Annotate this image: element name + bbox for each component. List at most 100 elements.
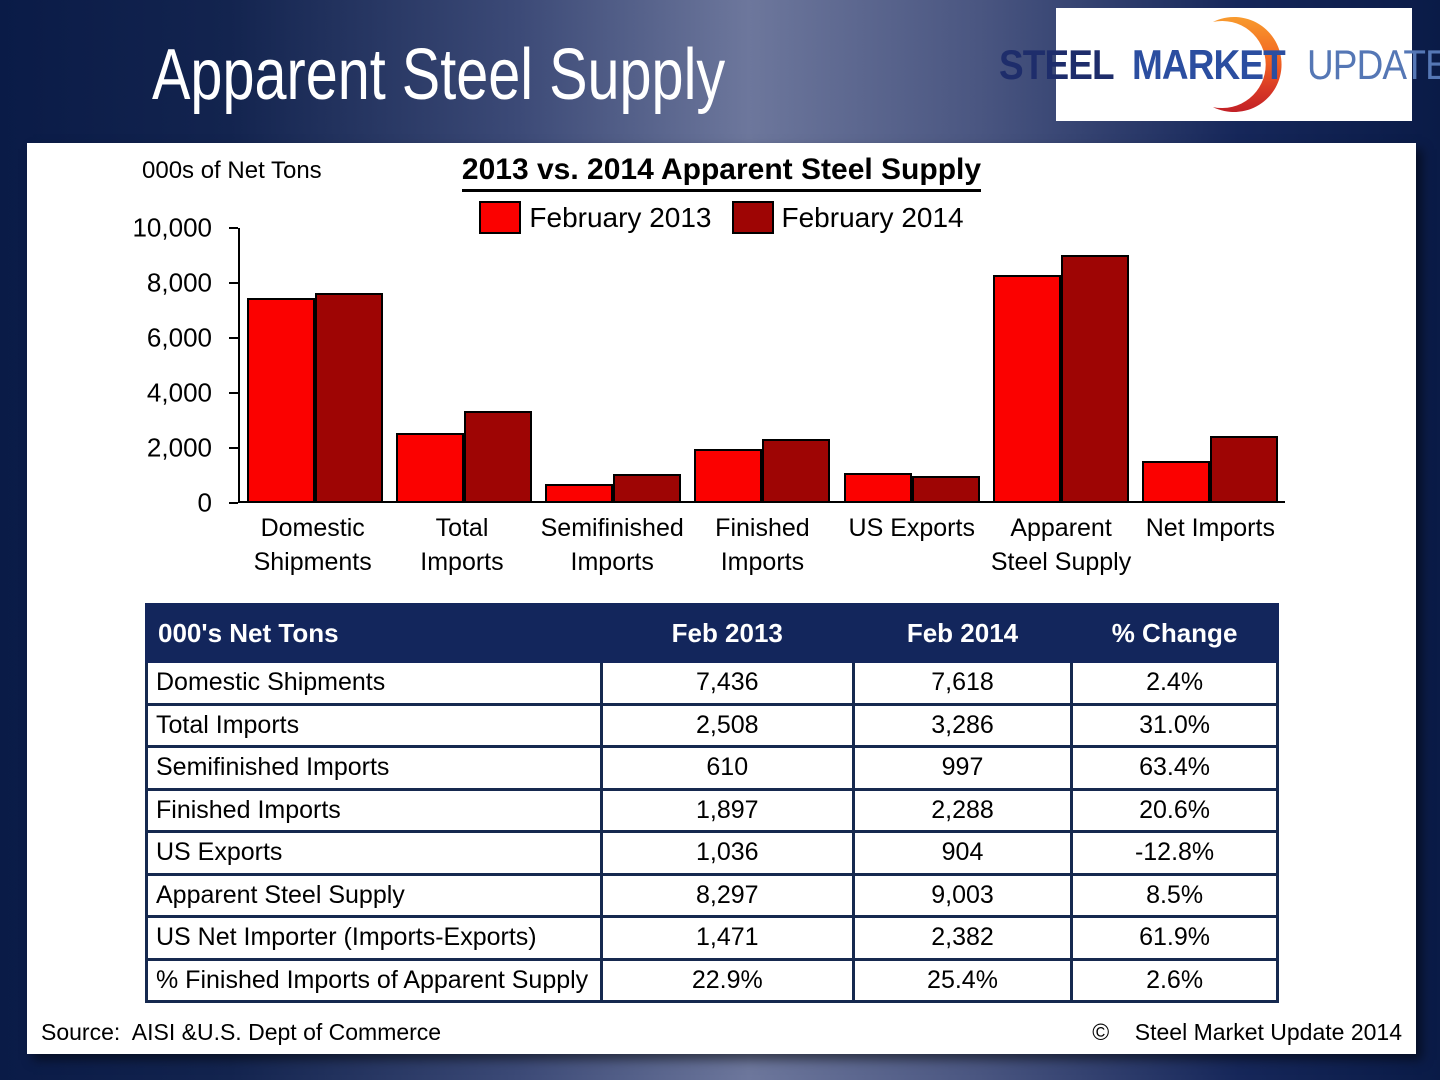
bar-february-2013-4 <box>694 449 763 501</box>
table-header-cell-3: Feb 2014 <box>851 603 1074 663</box>
table-cell-2-4: 31.0% <box>1070 702 1279 748</box>
bar-february-2013-2 <box>395 432 464 501</box>
chart-title-wrap: 2013 vs. 2014 Apparent Steel Supply <box>27 153 1416 192</box>
content-panel: 000s of Net Tons 2013 vs. 2014 Apparent … <box>27 143 1416 1054</box>
table-cell-1-3: 7,618 <box>851 660 1074 706</box>
crescent-icon <box>1212 16 1282 113</box>
y-tick-label-2000: 2,000 <box>146 432 212 463</box>
logo-text: STEEL MARKET UPDATE <box>999 41 1440 89</box>
table-cell-4-4: 20.6% <box>1070 787 1279 833</box>
table-cell-3-1: Semifinished Imports <box>145 745 603 791</box>
chart-legend: February 2013 February 2014 <box>27 201 1416 234</box>
table-cell-5-1: US Exports <box>145 830 603 876</box>
y-tick-label-6000: 6,000 <box>146 322 212 353</box>
chart-units-label: 000s of Net Tons <box>142 157 322 184</box>
table-cell-7-2: 1,471 <box>599 915 855 961</box>
bar-group-6 <box>986 228 1135 501</box>
x-axis-label-1: Domestic Shipments <box>253 514 372 576</box>
table-cell-4-1: Finished Imports <box>145 787 603 833</box>
table-cell-1-2: 7,436 <box>599 660 855 706</box>
bar-chart-plot-area <box>238 228 1285 503</box>
x-axis-label-6: Apparent Steel Supply <box>990 514 1132 576</box>
legend-label-1: February 2013 <box>529 201 712 233</box>
legend-item-2: February 2014 <box>731 201 964 234</box>
bar-group-1 <box>240 228 389 501</box>
legend-label-2: February 2014 <box>781 201 964 233</box>
slide-footer: Source: AISI &U.S. Dept of Commerce © St… <box>41 1019 1402 1046</box>
x-axis-label-3: Semifinished Imports <box>540 514 684 576</box>
bar-february-2014-2 <box>463 411 532 501</box>
table-cell-5-3: 904 <box>851 830 1074 876</box>
x-axis-label-2: Total Imports <box>420 514 504 576</box>
table-row-7: US Net Importer (Imports-Exports) 1,471 2,… <box>145 915 1279 961</box>
legend-swatch-2 <box>731 201 774 234</box>
bar-february-2013-7 <box>1142 460 1211 501</box>
y-tick-mark-4000 <box>229 392 238 394</box>
table-row-6: Apparent Steel Supply 8,297 9,003 8.5% <box>145 872 1279 918</box>
table-cell-5-4: -12.8% <box>1070 830 1279 876</box>
bar-february-2014-3 <box>613 473 682 501</box>
bar-group-5 <box>837 228 986 501</box>
bar-february-2013-1 <box>246 298 315 501</box>
table-cell-2-1: Total Imports <box>145 702 603 748</box>
bar-february-2014-7 <box>1210 435 1279 501</box>
bar-group-2 <box>389 228 538 501</box>
legend-item-1: February 2013 <box>479 201 712 234</box>
table-cell-4-3: 2,288 <box>851 787 1074 833</box>
x-axis-label-4: Finished Imports <box>715 514 810 576</box>
bar-february-2014-5 <box>911 476 980 501</box>
steel-supply-table: 000's Net Tons Feb 2013 Feb 2014% Change D… <box>145 603 1279 1003</box>
page-title: Apparent Steel Supply <box>152 35 726 115</box>
table-cell-2-3: 3,286 <box>851 702 1074 748</box>
table-cell-8-1: % Finished Imports of Apparent Supply <box>145 957 603 1003</box>
table-row-8: % Finished Imports of Apparent Supply 22.… <box>145 957 1279 1003</box>
steel-market-update-logo: STEEL MARKET UPDATE <box>999 8 1440 121</box>
y-tick-mark-0 <box>229 502 238 504</box>
y-tick-mark-8000 <box>229 282 238 284</box>
x-axis-labels: Domestic Shipments Total Imports Semifinis… <box>238 512 1285 580</box>
table-cell-6-1: Apparent Steel Supply <box>145 872 603 918</box>
y-tick-label-10000: 10,000 <box>132 212 212 243</box>
table-header-cell-2: Feb 2013 <box>599 603 855 663</box>
legend-swatch-1 <box>479 201 522 234</box>
table-cell-1-1: Domestic Shipments <box>145 660 603 706</box>
bar-february-2014-1 <box>314 293 383 501</box>
bar-group-7 <box>1136 228 1285 501</box>
table-cell-3-3: 997 <box>851 745 1074 791</box>
x-axis-label-5: US Exports <box>848 514 975 542</box>
table-cell-7-4: 61.9% <box>1070 915 1279 961</box>
table-cell-6-2: 8,297 <box>599 872 855 918</box>
bar-february-2014-6 <box>1061 255 1130 501</box>
table-cell-6-4: 8.5% <box>1070 872 1279 918</box>
table-cell-7-1: US Net Importer (Imports-Exports) <box>145 915 603 961</box>
y-tick-mark-6000 <box>229 337 238 339</box>
logo-word-update: UPDATE <box>1307 40 1440 88</box>
table-cell-7-3: 2,382 <box>851 915 1074 961</box>
bar-february-2013-6 <box>993 274 1062 501</box>
y-tick-label-4000: 4,000 <box>146 377 212 408</box>
table-row-1: Domestic Shipments 7,436 7,618 2.4% <box>145 660 1279 706</box>
y-tick-label-8000: 8,000 <box>146 267 212 298</box>
bar-group-3 <box>539 228 688 501</box>
bar-group-4 <box>688 228 837 501</box>
chart-title: 2013 vs. 2014 Apparent Steel Supply <box>461 153 982 192</box>
table-header-cell-1: 000's Net Tons <box>145 603 603 663</box>
table-row-4: Finished Imports 1,897 2,288 20.6% <box>145 787 1279 833</box>
logo-word-steel: STEEL <box>999 40 1115 88</box>
y-tick-label-0: 0 <box>197 487 212 518</box>
table-cell-4-2: 1,897 <box>599 787 855 833</box>
table-row-3: Semifinished Imports 610 997 63.4% <box>145 745 1279 791</box>
table-cell-3-2: 610 <box>599 745 855 791</box>
table-cell-3-4: 63.4% <box>1070 745 1279 791</box>
x-axis-label-7: Net Imports <box>1145 514 1275 542</box>
bar-february-2013-3 <box>545 484 614 501</box>
table-header-row: 000's Net Tons Feb 2013 Feb 2014% Change <box>145 603 1279 663</box>
table-cell-8-2: 22.9% <box>599 957 855 1003</box>
bar-february-2014-4 <box>762 438 831 501</box>
source-note: Source: AISI &U.S. Dept of Commerce <box>41 1019 442 1045</box>
logo-word-market: MARKET <box>1131 40 1286 88</box>
y-axis: 0 2,000 4,000 6,000 8,000 10,000 <box>27 213 238 518</box>
y-tick-mark-2000 <box>229 447 238 449</box>
table-cell-5-2: 1,036 <box>599 830 855 876</box>
